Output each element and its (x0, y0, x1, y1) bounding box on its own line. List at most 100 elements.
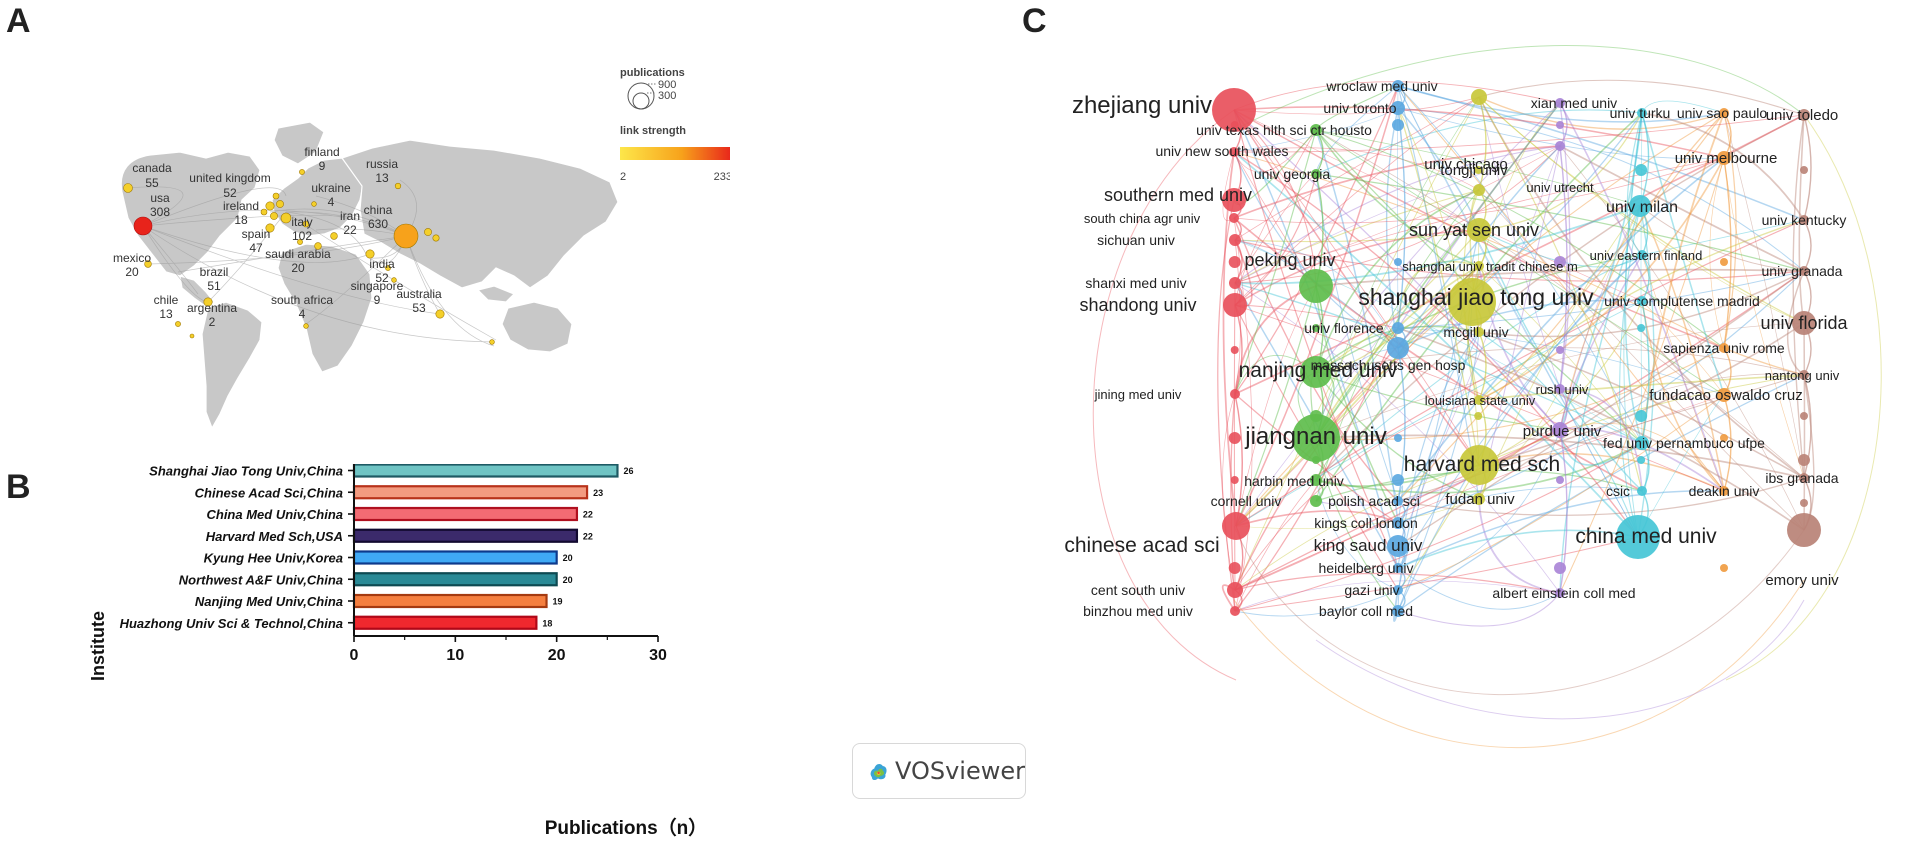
network-node[interactable] (1230, 389, 1240, 399)
network-node[interactable] (1229, 234, 1241, 246)
network-node-minor[interactable] (1474, 412, 1483, 420)
network-node[interactable] (1310, 124, 1322, 136)
network-node[interactable] (1229, 277, 1241, 289)
bubble-egypt[interactable] (297, 239, 303, 245)
network-node[interactable] (1629, 195, 1651, 217)
bubble-singapore[interactable] (391, 277, 397, 283)
bubble-korea[interactable] (424, 228, 432, 236)
bubble-netherlands[interactable] (272, 192, 280, 200)
network-node[interactable] (1792, 311, 1816, 335)
network-node-minor[interactable] (1635, 410, 1648, 422)
bubble-spain[interactable] (265, 223, 275, 233)
network-node[interactable] (1474, 327, 1484, 337)
network-node[interactable] (1310, 474, 1322, 486)
network-node[interactable] (1637, 296, 1647, 306)
bubble-south-africa[interactable] (303, 323, 309, 329)
bubble-finland[interactable] (299, 169, 305, 175)
network-node[interactable] (1552, 422, 1568, 438)
network-node[interactable] (1717, 388, 1731, 402)
bubble-turkey[interactable] (302, 220, 310, 228)
network-node[interactable] (1474, 395, 1484, 405)
network-node[interactable] (1471, 89, 1487, 105)
bubble-brazil[interactable] (203, 297, 213, 307)
network-node[interactable] (1393, 585, 1403, 595)
network-node[interactable] (1635, 436, 1649, 450)
network-node[interactable] (1311, 169, 1321, 179)
network-node-minor[interactable] (1228, 256, 1241, 268)
network-node-minor[interactable] (1474, 166, 1483, 174)
network-node[interactable] (1299, 269, 1333, 303)
network-node[interactable] (1392, 517, 1404, 529)
network-node[interactable] (1799, 370, 1809, 380)
bubble-india[interactable] (365, 249, 375, 259)
network-node-minor[interactable] (1392, 474, 1404, 486)
bubble-uk[interactable] (265, 201, 275, 211)
bubble-nz[interactable] (489, 339, 495, 345)
network-node-minor[interactable] (1720, 258, 1728, 266)
network-node[interactable] (1391, 101, 1405, 115)
network-node[interactable] (1227, 582, 1243, 598)
network-node-minor[interactable] (1556, 346, 1564, 354)
bar[interactable] (352, 615, 538, 630)
bubble-usa[interactable] (133, 216, 153, 236)
bubble-germany[interactable] (276, 200, 284, 208)
network-node[interactable] (1393, 496, 1403, 506)
network-node[interactable] (1637, 250, 1647, 260)
network-node-minor[interactable] (1554, 562, 1566, 574)
bubble-france[interactable] (270, 212, 278, 220)
network-node[interactable] (1387, 535, 1409, 557)
bar[interactable] (352, 528, 579, 543)
network-node-minor[interactable] (1635, 164, 1648, 176)
network-node[interactable] (1555, 384, 1565, 394)
network-node-minor[interactable] (1392, 119, 1404, 131)
bubble-russia[interactable] (394, 182, 402, 190)
network-node-minor[interactable] (1556, 476, 1564, 484)
bubble-canada[interactable] (123, 183, 133, 193)
bubble-ukraine[interactable] (311, 201, 317, 207)
network-node-minor[interactable] (1228, 432, 1241, 444)
network-node-minor[interactable] (1230, 476, 1239, 484)
network-node[interactable] (1467, 218, 1491, 242)
network-node[interactable] (1719, 486, 1729, 496)
network-node-minor[interactable] (1394, 258, 1402, 266)
network-node-minor[interactable] (1228, 562, 1241, 574)
network-node[interactable] (1719, 108, 1729, 118)
network-node-minor[interactable] (1637, 324, 1646, 332)
network-node[interactable] (1787, 513, 1821, 547)
bubble-iran[interactable] (330, 232, 338, 240)
bubble-china[interactable] (393, 223, 419, 249)
bubble-ireland[interactable] (260, 208, 268, 216)
network-node[interactable] (1555, 141, 1565, 151)
network-node[interactable] (1798, 109, 1810, 121)
network-node[interactable] (1392, 80, 1404, 92)
bubble-mexico[interactable] (144, 260, 152, 268)
network-node[interactable] (1448, 278, 1496, 326)
network-node-minor[interactable] (1800, 166, 1808, 174)
bubble-thailand[interactable] (385, 265, 391, 271)
bar[interactable] (352, 593, 548, 609)
network-node-minor[interactable] (1312, 324, 1320, 332)
network-node[interactable] (1310, 495, 1322, 507)
network-node[interactable] (1222, 188, 1246, 212)
bar[interactable] (352, 506, 579, 522)
network-node[interactable] (1223, 293, 1247, 317)
network-node[interactable] (1473, 493, 1485, 505)
network-node[interactable] (1292, 414, 1340, 462)
network-node[interactable] (1473, 184, 1485, 196)
network-node[interactable] (1222, 512, 1250, 540)
network-node-minor[interactable] (1798, 454, 1810, 466)
network-node[interactable] (1719, 343, 1729, 353)
network-node[interactable] (1229, 213, 1239, 223)
network-node[interactable] (1717, 151, 1731, 165)
network-node-minor[interactable] (1800, 499, 1808, 507)
network-node[interactable] (1212, 88, 1256, 132)
network-node[interactable] (1799, 215, 1809, 225)
network-node[interactable] (1799, 266, 1809, 276)
network-node[interactable] (1387, 337, 1409, 359)
bubble-saudi[interactable] (314, 242, 322, 250)
network-node-minor[interactable] (1394, 434, 1402, 442)
network-node[interactable] (1392, 322, 1404, 334)
network-node[interactable] (1555, 588, 1565, 598)
bar[interactable] (352, 485, 589, 500)
bar[interactable] (352, 550, 558, 565)
